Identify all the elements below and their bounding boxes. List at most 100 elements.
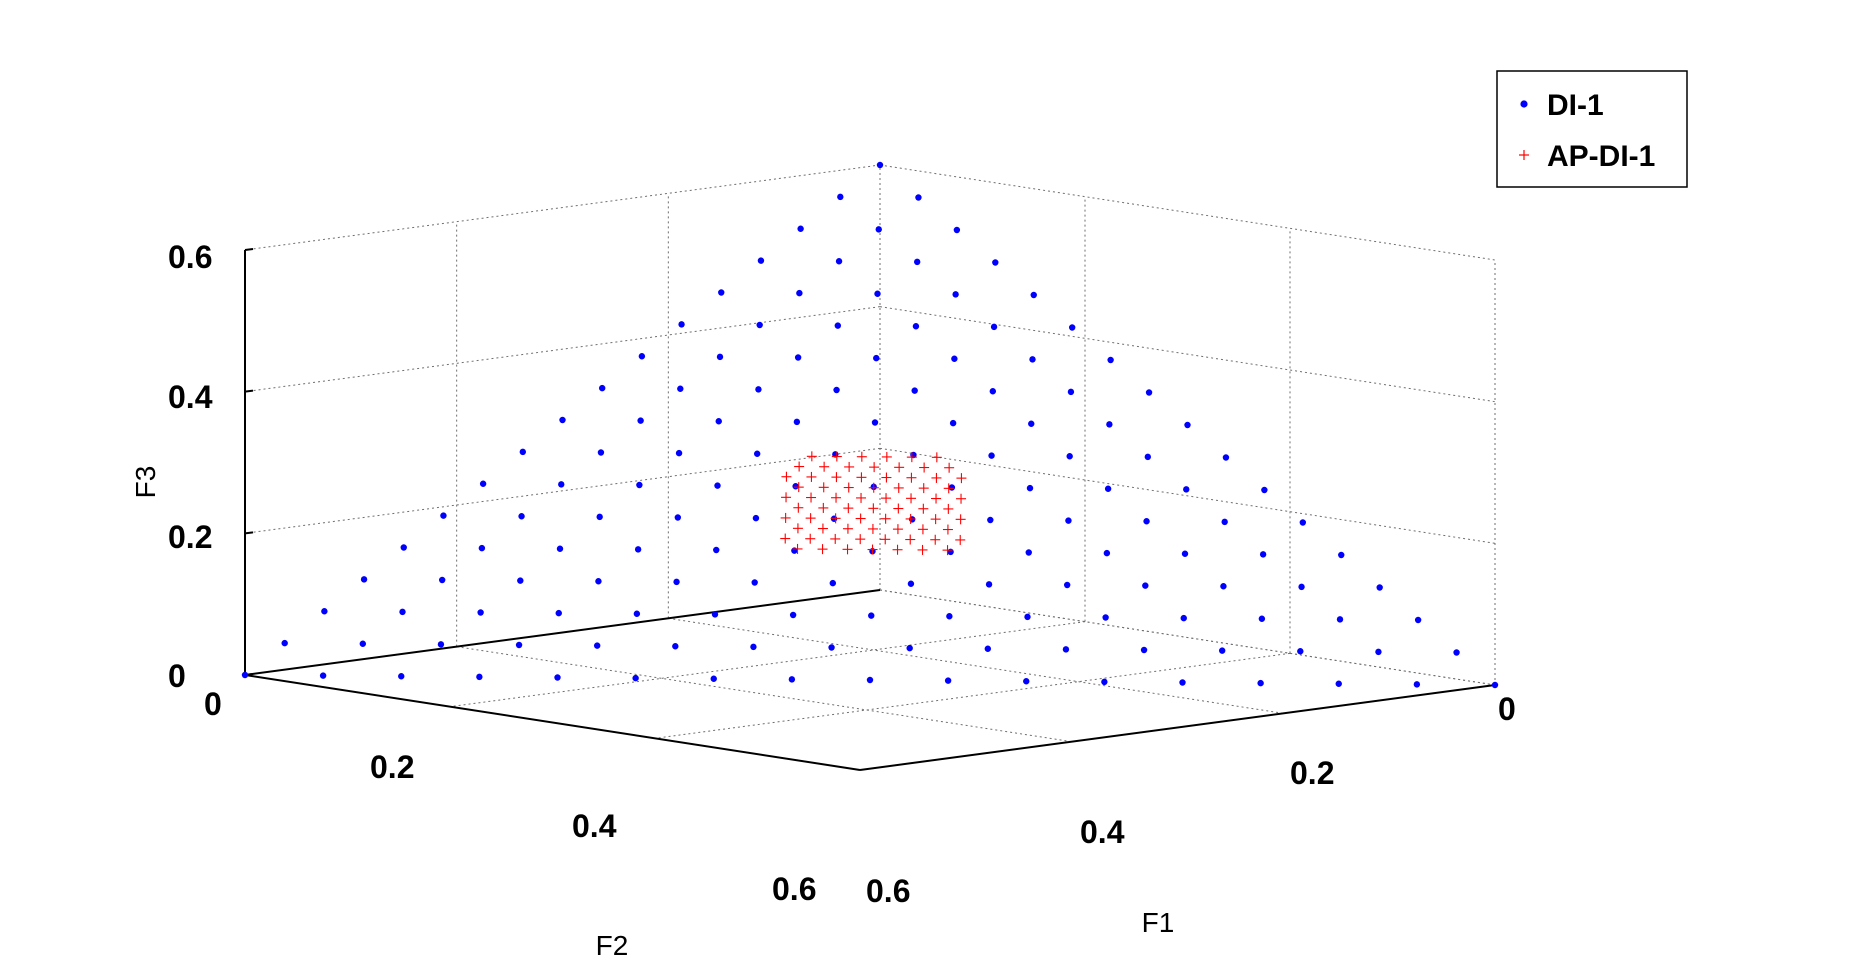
- di-1-point: [1104, 485, 1112, 492]
- di-1-point: [788, 676, 796, 683]
- di-1-point: [1143, 518, 1150, 525]
- ap-di-1-point: [893, 503, 904, 514]
- ap-di-1-point: [867, 523, 878, 534]
- di-1-point: [1453, 649, 1460, 656]
- di-1-point: [913, 258, 921, 266]
- di-1-point: [794, 354, 802, 361]
- di-1-point: [1220, 583, 1227, 590]
- di-1-point: [1023, 678, 1030, 685]
- grid-line: [244, 306, 881, 393]
- di-1-point: [793, 418, 801, 426]
- legend-marker-ap-di-1: [1519, 150, 1529, 160]
- di-1-point: [1258, 615, 1266, 622]
- ap-di-1-point: [831, 451, 842, 462]
- ap-di-1-point: [869, 462, 880, 473]
- legend: DI-1 AP-DI-1: [1496, 70, 1688, 188]
- di-1-point: [835, 258, 843, 265]
- di-1-point: [713, 546, 720, 554]
- di-1-point: [1298, 583, 1305, 591]
- ap-di-1-point: [944, 462, 955, 473]
- di-1-point: [871, 419, 879, 426]
- ap-di-1-point: [855, 534, 866, 545]
- z-tick-label: 0.6: [168, 239, 212, 275]
- ap-di-1-point: [818, 482, 829, 493]
- di-1-point: [1062, 646, 1070, 653]
- ap-di-1-point: [956, 493, 967, 504]
- ap-di-1-point: [793, 482, 804, 493]
- di-1-point: [400, 544, 407, 551]
- ap-di-1-point: [868, 482, 879, 493]
- ap-di-1-point: [906, 472, 917, 483]
- di-1-point: [519, 448, 527, 456]
- ap-di-1-point: [942, 524, 953, 535]
- legend-label-di-1: DI-1: [1547, 89, 1604, 122]
- x-tick-label: 0: [1498, 691, 1516, 727]
- di-1-point: [951, 355, 958, 362]
- di-1-point: [1028, 420, 1035, 427]
- di-1-point: [1068, 324, 1076, 331]
- di-1-point: [875, 226, 882, 233]
- ap-di-1-point: [918, 503, 929, 514]
- ap-di-1-point: [905, 534, 916, 545]
- di-1-point: [868, 612, 875, 619]
- grid-line: [879, 306, 1496, 403]
- di-1-point: [634, 546, 642, 553]
- di-1-point: [1030, 291, 1037, 299]
- ap-di-1-point: [781, 471, 792, 482]
- y-tick-label: 0.6: [772, 871, 816, 907]
- di-1-point: [1106, 421, 1113, 428]
- y-axis-label: F2: [596, 930, 629, 961]
- di-1-point: [1261, 486, 1268, 494]
- ap-di-1-point: [917, 524, 928, 535]
- di-1-point: [866, 676, 874, 684]
- di-1-point: [1181, 550, 1189, 557]
- x-tick-label: 0.4: [1080, 814, 1125, 850]
- di-1-point: [1063, 581, 1071, 589]
- di-1-point: [1299, 519, 1307, 526]
- di-1-point: [797, 225, 804, 232]
- y-axis-front-line: [244, 674, 861, 771]
- ap-di-1-point: [818, 502, 829, 513]
- di-1-point: [440, 512, 447, 519]
- di-1-point: [789, 611, 797, 619]
- di-1-point: [873, 354, 880, 362]
- di-1-point: [912, 323, 920, 330]
- x-axis-line: [859, 684, 1496, 771]
- y-tick-labels: 0 0.2 0.4 0.6: [204, 686, 816, 907]
- grid-line: [654, 652, 1291, 739]
- ap-di-1-point: [793, 502, 804, 513]
- di-1-point: [876, 161, 884, 169]
- di-1-point: [321, 608, 328, 615]
- di-1-point: [1107, 356, 1114, 364]
- di-1-point: [834, 322, 842, 329]
- di-1-point: [1297, 648, 1304, 655]
- ap-di-1-point: [931, 493, 942, 504]
- di-1-point: [241, 671, 249, 679]
- ap-di-1-point: [855, 513, 866, 524]
- y-tick-label: 0: [204, 686, 222, 722]
- di-1-point: [476, 673, 483, 681]
- ap-di-1-point: [843, 503, 854, 514]
- ap-di-1-point: [830, 533, 841, 544]
- ap-di-1-point: [794, 461, 805, 472]
- x-tick-label: 0.2: [1290, 755, 1334, 791]
- ap-di-1-point: [792, 543, 803, 554]
- ap-di-1-point: [806, 492, 817, 503]
- ap-di-1-point: [881, 472, 892, 483]
- z-tick-mark: [244, 389, 254, 393]
- ap-di-1-point: [918, 483, 929, 494]
- di-1-point: [1218, 647, 1226, 654]
- grid-line: [879, 589, 1496, 686]
- di-1-point: [1375, 648, 1382, 656]
- grid-line: [244, 447, 881, 534]
- di-1-point: [677, 385, 684, 392]
- ap-di-1-point: [893, 482, 904, 493]
- di-1-point: [750, 643, 757, 651]
- di-1-point: [953, 226, 961, 234]
- di-1-point: [714, 482, 721, 489]
- di-1-point: [755, 386, 762, 393]
- di-1-point: [829, 579, 837, 587]
- z-tick-label: 0.2: [168, 519, 212, 555]
- ap-di-1-point: [831, 472, 842, 483]
